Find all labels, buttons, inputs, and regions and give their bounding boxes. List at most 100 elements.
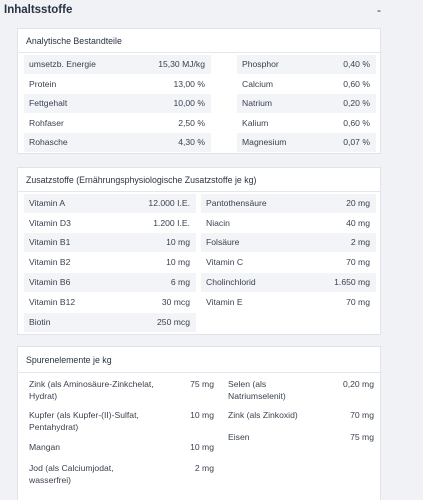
list-item: Selen (als Natriumselenit) 0,20 mg <box>228 378 374 402</box>
list-item: Mangan 10 mg <box>29 441 214 453</box>
trace-value: 10 mg <box>190 442 214 452</box>
table-cell: Vitamin C 70 mg <box>201 253 376 272</box>
additive-value: 250 mcg <box>157 317 190 327</box>
nutrient-label: Calcium <box>242 79 274 89</box>
nutrient-value: 0,60 % <box>343 118 370 128</box>
table-cell: Vitamin A 12.000 I.E. <box>24 194 196 213</box>
additives-divider <box>18 191 380 192</box>
additive-value: 1.650 mg <box>334 277 370 287</box>
list-item: Eisen 75 mg <box>228 431 374 443</box>
trace-divider <box>18 372 380 373</box>
nutrient-value: 0,40 % <box>343 59 370 69</box>
trace-value: 0,20 mg <box>342 379 374 389</box>
trace-value: 75 mg <box>350 432 374 442</box>
additive-label: Vitamin A <box>29 198 66 208</box>
trace-label-line: Kupfer (als Kupfer-(II)-Sulfat, <box>29 410 139 420</box>
trace-label: Zink (als Aminosäure-Zinkchelat, Hydrat) <box>29 378 154 402</box>
additives-card: Zusatzstoffe (Ernährungsphysiologische Z… <box>17 167 381 335</box>
trace-card: Spurenelemente je kg Zink (als Aminosäur… <box>17 346 381 500</box>
additive-value: 70 mg <box>346 257 370 267</box>
additive-value: 30 mcg <box>161 297 190 307</box>
nutrient-label: Phosphor <box>242 59 279 69</box>
trace-label-line: Natriumselenit) <box>228 391 286 401</box>
table-cell: Magnesium 0,07 % <box>237 133 376 152</box>
trace-label-line: Pentahydrat) <box>29 422 79 432</box>
nutrient-value: 2,50 % <box>178 118 205 128</box>
additive-label: Vitamin C <box>206 257 244 267</box>
nutrient-label: Magnesium <box>242 137 287 147</box>
table-cell: Pantothensäure 20 mg <box>201 194 376 213</box>
nutrient-value: 0,60 % <box>343 79 370 89</box>
trace-label: Kupfer (als Kupfer-(II)-Sulfat, Pentahyd… <box>29 409 139 433</box>
nutrient-label: Natrium <box>242 98 273 108</box>
list-item: Zink (als Aminosäure-Zinkchelat, Hydrat)… <box>29 378 214 402</box>
additive-label: Pantothensäure <box>206 198 267 208</box>
analytic-card: Analytische Bestandteile umsetzb. Energi… <box>17 28 381 154</box>
table-cell: Vitamin B6 6 mg <box>24 273 196 292</box>
nutrient-value: 0,07 % <box>343 137 370 147</box>
table-cell: Niacin 40 mg <box>201 214 376 233</box>
trace-value: 2 mg <box>194 463 214 473</box>
nutrient-label: Fettgehalt <box>29 98 68 108</box>
table-cell: Kalium 0,60 % <box>237 114 376 133</box>
trace-label-line: Jod (als Calciumjodat, <box>29 463 114 473</box>
additive-value: 2 mg <box>350 237 370 247</box>
list-item: Jod (als Calciumjodat, wasserfrei) 2 mg <box>29 462 214 486</box>
additive-value: 10 mg <box>166 237 190 247</box>
section-title: Inhaltsstoffe <box>4 4 73 16</box>
table-cell: Calcium 0,60 % <box>237 75 376 94</box>
trace-label-line: wasserfrei) <box>29 475 72 485</box>
table-cell: Vitamin B2 10 mg <box>24 253 196 272</box>
table-cell: Natrium 0,20 % <box>237 94 376 113</box>
additive-label: Vitamin B12 <box>29 297 76 307</box>
list-item: Zink (als Zinkoxid) 70 mg <box>228 409 374 421</box>
table-cell: Cholinchlorid 1.650 mg <box>201 273 376 292</box>
trace-label-line: Zink (als Zinkoxid) <box>228 410 298 420</box>
ingredients-header[interactable]: Inhaltsstoffe - <box>0 0 423 24</box>
additive-label: Vitamin E <box>206 297 243 307</box>
nutrient-label: Protein <box>29 79 57 89</box>
additive-label: Biotin <box>29 317 51 327</box>
additives-title: Zusatzstoffe (Ernährungsphysiologische Z… <box>26 175 257 185</box>
nutrient-value: 4,30 % <box>178 137 205 147</box>
trace-label-line: Mangan <box>29 442 61 452</box>
table-cell: Protein 13,00 % <box>24 75 211 94</box>
table-cell: Rohasche 4,30 % <box>24 133 211 152</box>
nutrient-label: Kalium <box>242 118 269 128</box>
trace-title: Spurenelemente je kg <box>26 355 112 365</box>
table-cell: Fettgehalt 10,00 % <box>24 94 211 113</box>
trace-label-line: Selen (als <box>228 379 267 389</box>
nutrient-value: 10,00 % <box>173 98 205 108</box>
trace-value: 75 mg <box>190 379 214 389</box>
nutrient-value: 15,30 MJ/kg <box>158 59 205 69</box>
collapse-icon[interactable]: - <box>377 3 381 17</box>
table-cell: Vitamin B1 10 mg <box>24 233 196 252</box>
additive-value: 6 mg <box>170 277 190 287</box>
table-cell: Vitamin D3 1.200 I.E. <box>24 214 196 233</box>
nutrient-label: Rohasche <box>29 137 68 147</box>
analytic-title: Analytische Bestandteile <box>26 36 122 46</box>
additive-value: 10 mg <box>166 257 190 267</box>
trace-label: Eisen <box>228 431 250 443</box>
additive-value: 1.200 I.E. <box>153 218 190 228</box>
additive-label: Vitamin B1 <box>29 237 71 247</box>
nutrient-value: 0,20 % <box>343 98 370 108</box>
table-cell: Folsäure 2 mg <box>201 233 376 252</box>
trace-label: Zink (als Zinkoxid) <box>228 409 298 421</box>
table-cell: Vitamin E 70 mg <box>201 293 376 312</box>
table-cell: Biotin 250 mcg <box>24 313 196 332</box>
list-item: Kupfer (als Kupfer-(II)-Sulfat, Pentahyd… <box>29 409 214 433</box>
table-cell: Phosphor 0,40 % <box>237 55 376 74</box>
additive-label: Folsäure <box>206 237 240 247</box>
additive-label: Vitamin D3 <box>29 218 71 228</box>
trace-label: Selen (als Natriumselenit) <box>228 378 286 402</box>
trace-label: Jod (als Calciumjodat, wasserfrei) <box>29 462 114 486</box>
analytic-divider <box>18 52 380 53</box>
trace-label: Mangan <box>29 441 60 453</box>
additive-value: 20 mg <box>346 198 370 208</box>
additive-value: 40 mg <box>346 218 370 228</box>
trace-value: 70 mg <box>350 410 374 420</box>
additive-label: Cholinchlorid <box>206 277 256 287</box>
additive-value: 12.000 I.E. <box>148 198 190 208</box>
additive-label: Vitamin B6 <box>29 277 71 287</box>
